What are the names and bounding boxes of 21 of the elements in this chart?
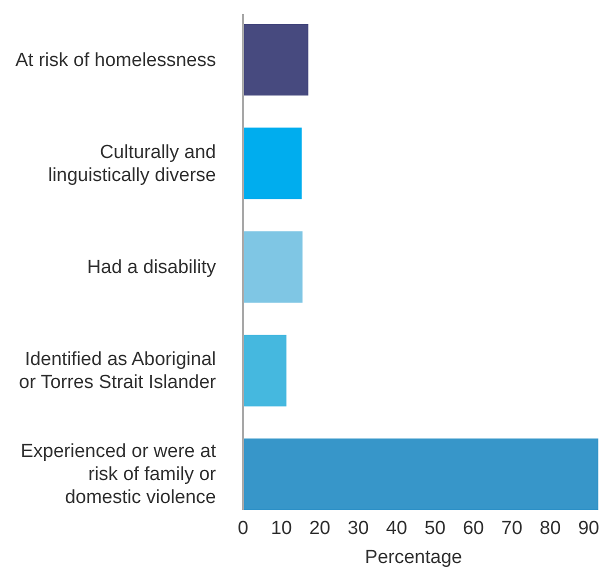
x-tick-label: 90 — [578, 518, 600, 539]
x-tick-label: 60 — [462, 518, 484, 539]
x-tick-label: 80 — [540, 518, 561, 539]
y-tick-label: At risk of homelessness — [15, 50, 216, 71]
x-tick-label: 20 — [309, 518, 330, 539]
bar — [243, 438, 598, 510]
bar — [243, 231, 303, 303]
bar — [243, 334, 286, 406]
y-tick-label: Had a disability — [87, 257, 216, 278]
x-tick-label: 0 — [238, 518, 248, 539]
y-tick-label: Experienced or were at risk of family or domestic violence — [20, 441, 217, 508]
x-tick-label: 30 — [348, 518, 369, 539]
x-tick-label: 40 — [386, 518, 408, 539]
x-tick-label: 70 — [501, 518, 522, 539]
bar — [243, 128, 302, 200]
y-tick-label: Identified as Aboriginal or Torres Strait Islander — [18, 349, 217, 394]
x-axis-title: Percentage — [364, 547, 462, 568]
x-tick-label: 10 — [270, 518, 292, 539]
x-tick-label: 50 — [424, 518, 446, 539]
bar — [243, 24, 308, 96]
y-tick-label: Culturally and linguistically diverse — [48, 142, 216, 186]
